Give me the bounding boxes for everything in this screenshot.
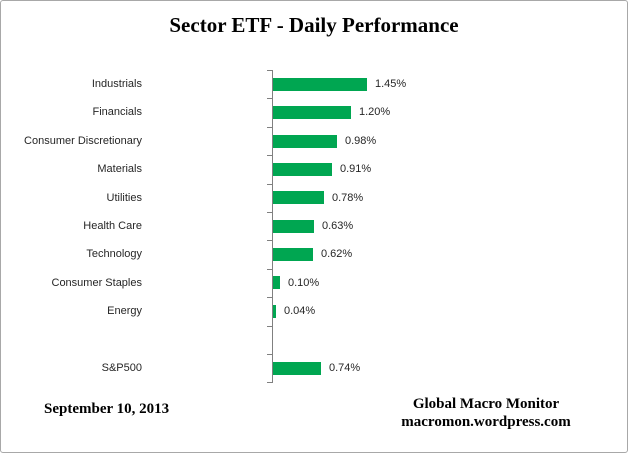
bar [273,305,276,318]
footer-date: September 10, 2013 [44,401,170,417]
axis-tick [267,98,273,99]
axis-tick [267,382,273,383]
axis-tick [267,184,273,185]
bar [273,78,367,91]
axis-tick [267,70,273,71]
source-name: Global Macro Monitor [412,396,560,412]
y-axis-line [272,70,273,383]
bar [273,220,314,233]
axis-tick [267,326,273,327]
bar [273,135,337,148]
axis-tick [267,212,273,213]
value-label: 1.45% [375,78,407,90]
bar [273,106,351,119]
chart-title: Sector ETF - Daily Performance [169,13,459,37]
footer-source: Global Macro Monitor macromon.wordpress.… [361,395,611,431]
value-label: 0.62% [321,248,353,261]
category-label: Technology [86,248,142,261]
value-label: 0.78% [332,191,364,204]
value-label: 0.98% [345,134,377,147]
bar [273,163,332,176]
value-label: 1.20% [359,106,391,119]
category-label: Financials [92,106,142,119]
axis-tick [267,240,273,241]
value-label: 0.04% [284,305,316,318]
axis-tick [267,297,273,298]
category-label: Materials [97,163,142,176]
axis-tick [267,354,273,355]
bar [273,248,313,261]
category-label: Health Care [83,220,142,232]
source-url: macromon.wordpress.com [401,414,571,430]
category-label: Industrials [91,78,142,90]
value-label: 0.10% [288,276,320,289]
bar [273,276,280,289]
axis-tick [267,155,273,156]
bar [273,362,321,375]
category-label: Consumer Discretionary [24,134,142,147]
bar [273,191,324,204]
value-label: 0.74% [329,362,361,374]
category-label: Energy [107,305,142,318]
value-label: 0.91% [340,163,372,176]
category-label: Consumer Staples [51,276,143,289]
category-label: Utilities [106,191,142,204]
axis-tick [267,269,273,270]
category-label: S&P500 [101,362,142,374]
value-label: 0.63% [322,220,354,232]
axis-tick [267,127,273,128]
